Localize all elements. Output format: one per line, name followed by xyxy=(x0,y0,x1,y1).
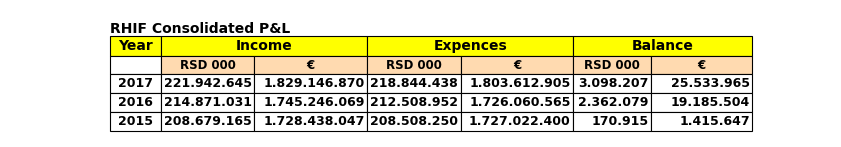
Text: 218.844.438: 218.844.438 xyxy=(370,77,458,90)
Text: 2015: 2015 xyxy=(118,115,153,128)
Bar xyxy=(651,74,753,93)
Bar xyxy=(254,112,368,131)
Text: 221.942.645: 221.942.645 xyxy=(164,77,251,90)
Text: 1.829.146.870: 1.829.146.870 xyxy=(263,77,364,90)
Text: RHIF Consolidated P&L: RHIF Consolidated P&L xyxy=(110,22,291,36)
Bar xyxy=(368,93,461,112)
Bar xyxy=(461,56,574,74)
Bar xyxy=(651,56,753,74)
Text: RSD 000: RSD 000 xyxy=(180,59,235,72)
Bar xyxy=(574,93,651,112)
Bar xyxy=(461,93,574,112)
Bar xyxy=(161,112,254,131)
Text: Expences: Expences xyxy=(433,39,507,53)
Bar xyxy=(110,74,161,93)
Text: RSD 000: RSD 000 xyxy=(386,59,442,72)
Text: 208.679.165: 208.679.165 xyxy=(164,115,251,128)
Bar xyxy=(574,56,651,74)
Text: 3.098.207: 3.098.207 xyxy=(579,77,648,90)
Text: 170.915: 170.915 xyxy=(591,115,648,128)
Text: 2017: 2017 xyxy=(118,77,153,90)
Text: 1.803.612.905: 1.803.612.905 xyxy=(469,77,571,90)
Bar xyxy=(368,74,461,93)
Bar xyxy=(110,56,161,74)
Bar xyxy=(254,93,368,112)
Text: 2016: 2016 xyxy=(119,96,153,109)
Text: Year: Year xyxy=(119,39,153,53)
Text: 208.508.250: 208.508.250 xyxy=(370,115,458,128)
Bar xyxy=(368,112,461,131)
Text: 1.727.022.400: 1.727.022.400 xyxy=(469,115,571,128)
Bar xyxy=(574,112,651,131)
Text: 1.726.060.565: 1.726.060.565 xyxy=(469,96,571,109)
Text: Balance: Balance xyxy=(632,39,694,53)
Text: 1.745.246.069: 1.745.246.069 xyxy=(263,96,364,109)
Text: RSD 000: RSD 000 xyxy=(584,59,640,72)
Bar xyxy=(574,74,651,93)
Bar xyxy=(461,74,574,93)
Bar xyxy=(161,56,254,74)
Text: 1.728.438.047: 1.728.438.047 xyxy=(263,115,364,128)
Bar xyxy=(368,56,461,74)
Text: 19.185.504: 19.185.504 xyxy=(670,96,749,109)
Text: €: € xyxy=(513,59,521,72)
Bar xyxy=(254,74,368,93)
Bar xyxy=(651,93,753,112)
Text: €: € xyxy=(698,59,706,72)
Text: 212.508.952: 212.508.952 xyxy=(370,96,458,109)
Bar xyxy=(110,93,161,112)
Bar xyxy=(368,36,574,56)
Bar xyxy=(161,74,254,93)
Bar xyxy=(161,36,368,56)
Bar xyxy=(110,36,161,56)
Bar xyxy=(161,93,254,112)
Bar xyxy=(110,112,161,131)
Bar xyxy=(574,36,753,56)
Text: 1.415.647: 1.415.647 xyxy=(679,115,749,128)
Text: 214.871.031: 214.871.031 xyxy=(164,96,251,109)
Bar xyxy=(651,112,753,131)
Text: €: € xyxy=(307,59,315,72)
Text: Income: Income xyxy=(235,39,293,53)
Bar xyxy=(461,112,574,131)
Text: 2.362.079: 2.362.079 xyxy=(579,96,648,109)
Bar xyxy=(254,56,368,74)
Text: 25.533.965: 25.533.965 xyxy=(671,77,749,90)
